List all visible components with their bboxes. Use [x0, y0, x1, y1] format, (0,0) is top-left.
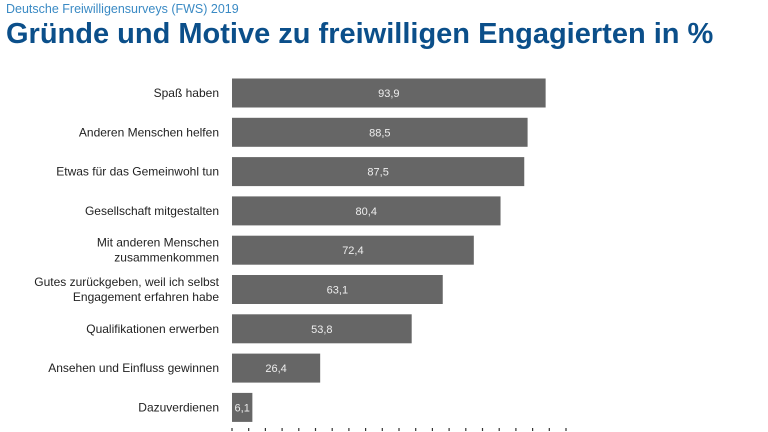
data-label: 63,1 [327, 285, 348, 297]
chart-title: Gründe und Motive zu freiwilligen Engagi… [6, 18, 714, 50]
category-label: Anderen Menschen helfen [79, 125, 219, 139]
category-label: Mit anderen Menschen [97, 236, 219, 250]
bar [232, 353, 321, 383]
bar [232, 78, 546, 108]
data-label: 53,8 [311, 324, 332, 336]
bar [232, 392, 253, 422]
bar [232, 196, 501, 226]
data-label: 88,5 [369, 127, 390, 139]
category-label: Engagement erfahren habe [73, 290, 219, 304]
category-label: Spaß haben [154, 86, 219, 100]
data-label: 87,5 [367, 167, 388, 179]
data-label: 6,1 [235, 402, 250, 414]
category-label: Etwas für das Gemeinwohl tun [56, 165, 219, 179]
category-label: Gutes zurückgeben, weil ich selbst [34, 275, 219, 289]
bar [232, 235, 474, 265]
bar [232, 275, 443, 304]
data-label: 72,4 [342, 245, 363, 257]
bar [232, 314, 412, 344]
data-label: 26,4 [265, 363, 286, 375]
bar [232, 117, 528, 147]
category-label: Gesellschaft mitgestalten [85, 204, 219, 218]
category-label: zusammenkommen [114, 251, 219, 265]
data-label: 80,4 [356, 206, 377, 218]
data-label: 93,9 [378, 88, 399, 100]
chart-subtitle: Deutsche Freiwilligensurveys (FWS) 2019 [6, 2, 239, 16]
category-label: Qualifikationen erwerben [86, 322, 219, 336]
category-label: Dazuverdienen [138, 400, 219, 414]
bar [232, 157, 525, 187]
category-label: Ansehen und Einfluss gewinnen [48, 361, 219, 375]
